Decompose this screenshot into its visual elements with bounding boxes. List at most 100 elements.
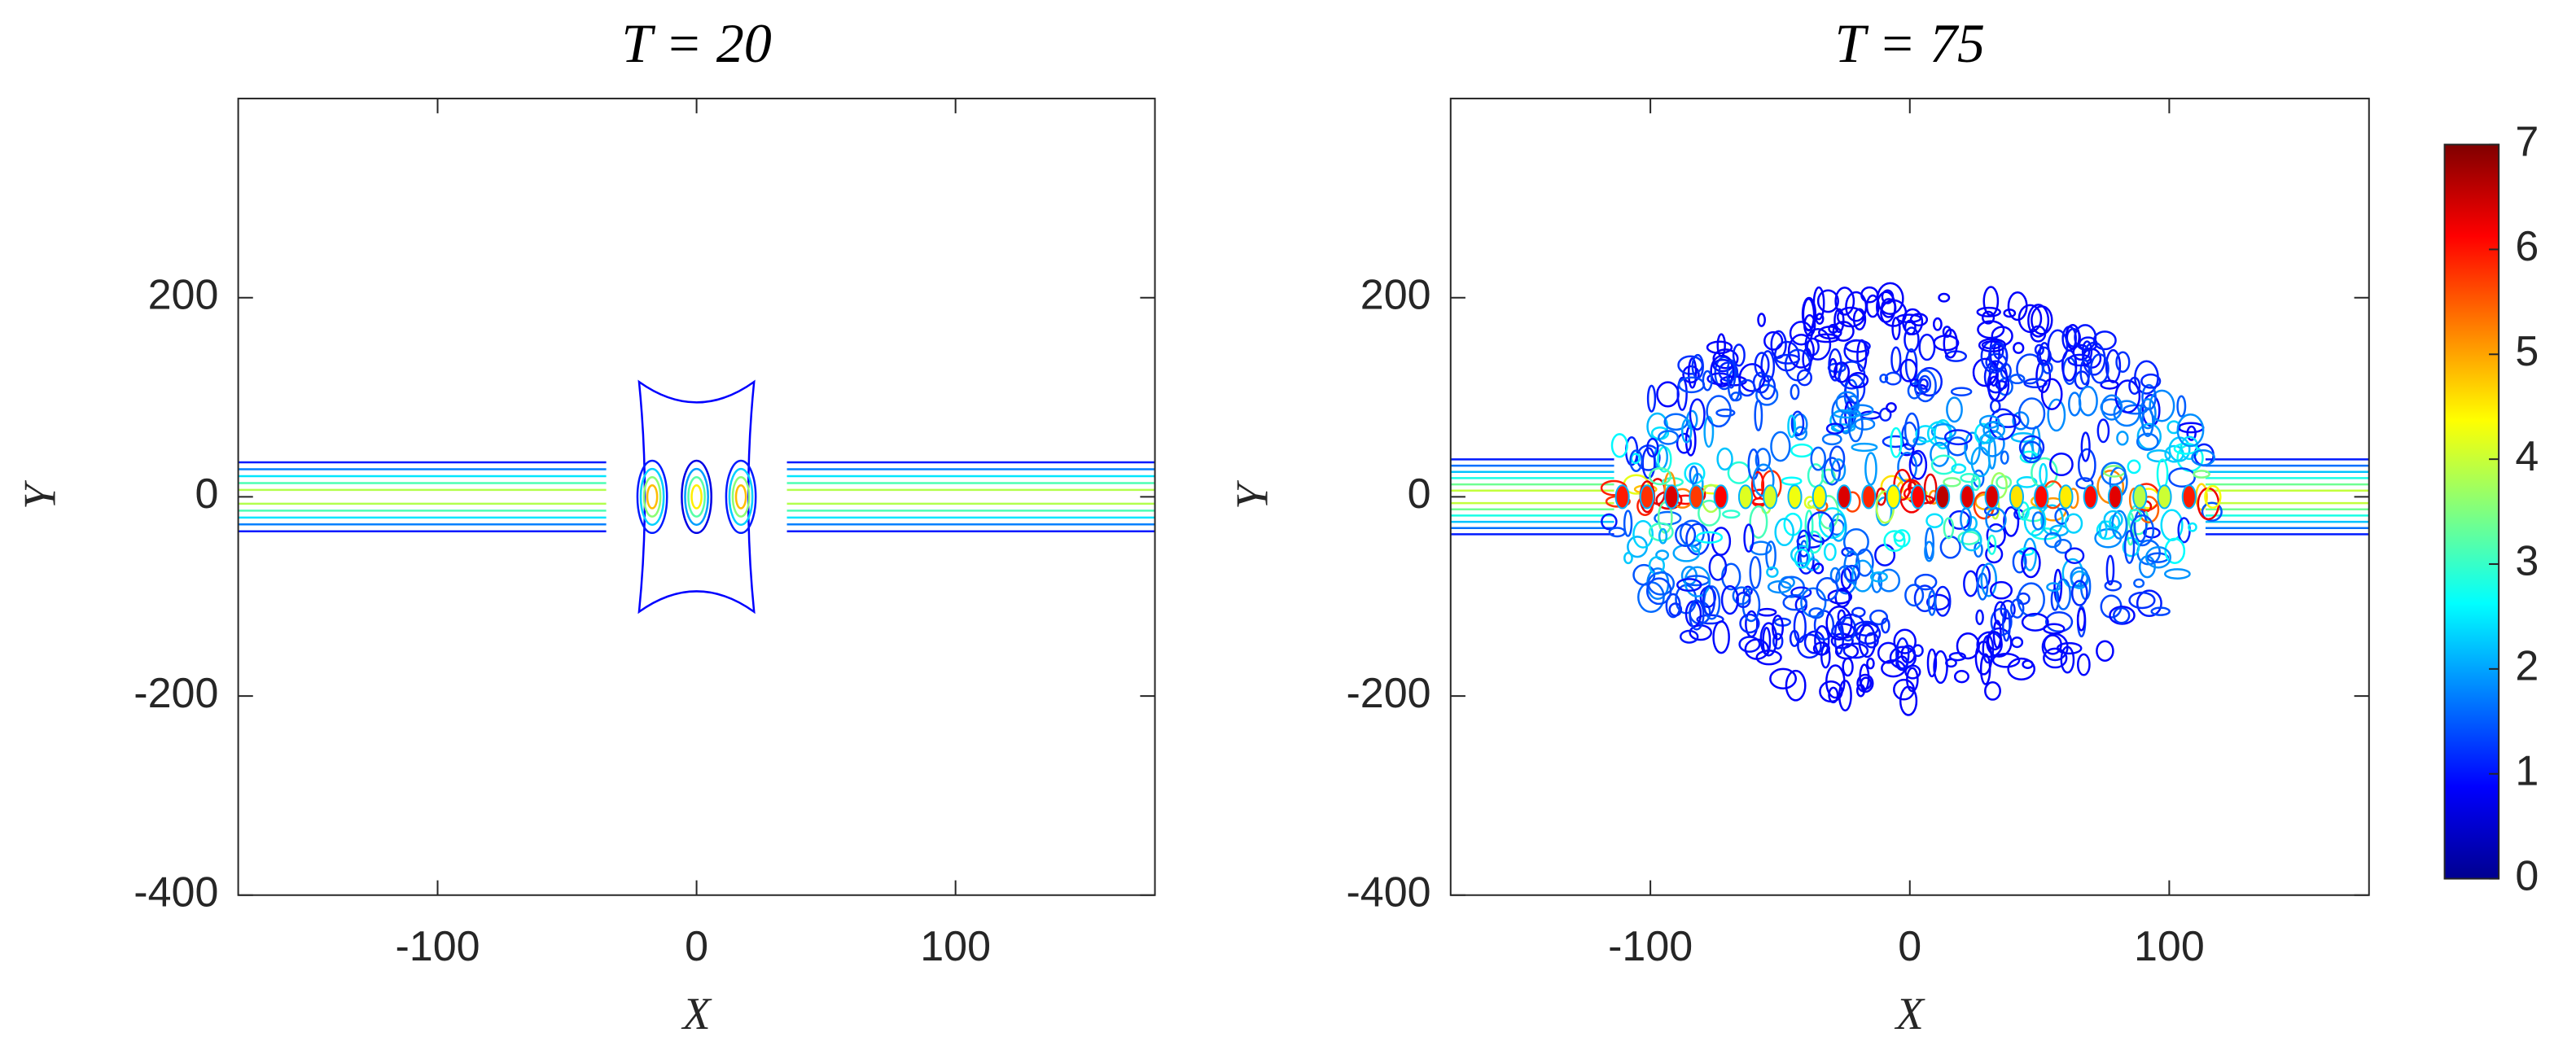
contour-line [1800,587,1827,618]
contour-line [2067,353,2092,367]
contour-line [1820,645,1831,669]
contour-line [1950,387,1973,396]
contour-line [1995,413,2022,428]
contour-line [1910,484,1925,510]
contour-line [1749,556,1762,589]
contour-line [2044,532,2062,549]
contour-line [2017,397,2046,430]
contour-line [1623,510,1633,537]
contour-line [1943,429,1973,446]
contour-line [1942,326,1952,339]
contour-line [1807,511,1834,543]
contour-line [1730,392,1742,402]
contour-line [1712,358,1733,373]
contour-line [2017,582,2045,617]
contour-line [1988,408,2017,441]
contour-line [2042,361,2053,374]
contour-line [1762,627,1772,656]
colorbar-tick-label: 7 [2515,118,2539,165]
colorbar-tick-label: 1 [2515,747,2539,794]
contour-line [1844,374,1866,405]
contour-line [2021,547,2041,579]
contour-line [1924,540,1934,562]
contour-line [690,484,703,510]
contour-line [1918,333,1936,361]
contour-line [1765,540,1776,571]
contour-line [1691,353,1704,379]
contour-line [1812,562,1825,575]
contour-line [1787,333,1815,369]
contour-line [1770,330,1787,359]
contour-line [2157,484,2172,510]
contour-line [2040,504,2064,536]
contour-line [1891,316,1901,340]
contour-line [1996,475,2013,490]
contour-line [1825,422,1844,435]
contour-line [684,467,709,526]
contour-line [1939,536,1961,559]
contour-line [1680,418,1693,444]
contour-line [1987,534,1997,555]
contour-line [1608,527,1627,538]
y-tick-label: -200 [1346,670,1430,717]
x-axis-label: X [1895,989,1926,1039]
contour-line [1861,484,1877,510]
contour-line [1860,286,1879,304]
contour-line [1664,484,1680,510]
contour-line [1663,413,1689,431]
contour-line [1833,409,1862,419]
contour-line [2105,554,2115,586]
contour-line [1980,562,1997,597]
contour-line [1695,531,1724,544]
contour-line [1743,523,1755,553]
contour-line [1925,593,1950,611]
contour-line [2010,637,2024,649]
contour-line [1923,473,1938,505]
contour-line [1787,484,1803,510]
contour-line [1984,484,2000,510]
contour-line [1818,326,1842,340]
contour-line [2044,611,2074,633]
contour-line [1814,333,1840,343]
contour-line [2107,484,2123,510]
contour-line [2013,342,2025,354]
contour-line [1978,338,2007,352]
contour-line [1963,570,1979,597]
contour-line [1646,384,1657,413]
contour-line [1716,447,1733,471]
contour-line [1908,449,1928,480]
contour-line [639,467,665,526]
contour-line [2022,659,2034,669]
contour-line [1904,584,1925,607]
contour-line [1988,342,2009,370]
contour-line [1995,380,2008,390]
contour-line [1712,620,1730,654]
contour-line [2191,449,2216,466]
contour-line [1802,348,1812,371]
contour-line [1830,458,1847,482]
contour-line [1836,306,1865,328]
contour-line [1794,548,1811,569]
contour-line [2083,484,2098,510]
contour-line [1852,308,1867,330]
y-tick-label: 0 [1408,470,1431,518]
contour-line [1713,484,1728,510]
contour-line [1769,667,1798,689]
contour-line [1735,592,1751,609]
contour-line [1787,414,1797,439]
contour-line [1797,633,1822,659]
contour-line [1732,586,1751,606]
x-tick-label: -100 [395,923,480,970]
contour-line [1738,636,1761,653]
contour-line [1830,513,1847,542]
contour-line [2046,582,2061,593]
contour-line [1716,333,1726,357]
contour-line [1976,306,2001,317]
contour-line [1981,310,1996,325]
contour-line [2070,567,2089,588]
contour-line [2111,510,2128,540]
contour-line [2096,418,2110,444]
contour-line [1845,291,1868,322]
contour-line [1763,484,1778,510]
contour-line [2103,510,2123,529]
